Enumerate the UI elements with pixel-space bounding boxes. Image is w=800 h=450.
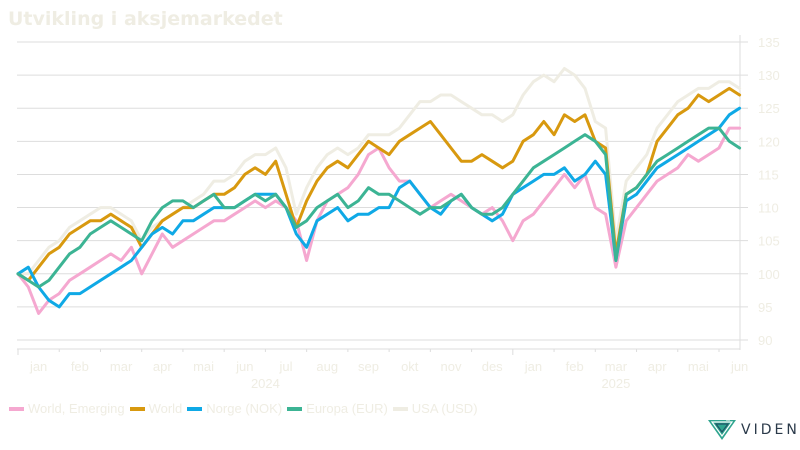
x-year-label-2025: 2025 [601, 376, 630, 391]
series-line-world-emerging [16, 126, 742, 315]
x-tick-label-mar: mar [605, 359, 628, 374]
legend-label: World [148, 401, 183, 416]
y-tick-label: 130 [758, 68, 780, 83]
legend-item: Norge (NOK) [187, 401, 282, 416]
legend-swatch [9, 406, 24, 411]
x-tick-label-apr: apr [153, 359, 172, 374]
x-tick-label-jan: jan [29, 359, 47, 374]
y-tick-label: 125 [758, 101, 780, 116]
legend-item: World [129, 401, 183, 416]
legend-label: Norge (NOK) [206, 401, 283, 416]
x-tick-label-jun: jun [730, 359, 748, 374]
y-tick-label: 115 [758, 167, 779, 182]
legend-swatch [287, 406, 303, 411]
y-tick-label: 110 [758, 201, 779, 216]
x-tick-label-jun: jun [235, 359, 253, 374]
legend-swatch [187, 406, 203, 411]
viden-logo-icon [708, 420, 736, 440]
x-tick-label-jan: jan [524, 359, 542, 374]
legend-swatch [392, 406, 408, 411]
x-tick-label-des: des [482, 359, 503, 374]
viden-logo: VIDEN [708, 420, 800, 440]
series-line-usa-usd [16, 67, 742, 276]
y-axis-tick-labels: 90 95 100 105 110 115 120 125 130 135 [758, 35, 780, 348]
x-tick-label-mai: mai [688, 359, 709, 374]
y-tick-label: 100 [758, 267, 780, 282]
legend: World, Emerging World Norge (NOK) Europa (E… [9, 401, 483, 416]
legend-swatch [129, 406, 145, 411]
legend-label: Europa (EUR) [306, 401, 388, 416]
legend-item: USA (USD) [392, 401, 478, 416]
x-tick-label-sep: sep [358, 359, 379, 374]
x-year-label-2024: 2024 [251, 376, 280, 391]
x-tick-label-feb: feb [71, 359, 89, 374]
x-tick-label-mar: mar [110, 359, 133, 374]
y-tick-label: 95 [758, 300, 772, 315]
y-tick-label: 105 [758, 234, 780, 249]
chart-title: Utvikling i aksjemarkedet [8, 8, 283, 30]
x-tick-label-feb: feb [566, 359, 584, 374]
x-tick-label-okt: okt [401, 359, 419, 374]
legend-item: World, Emerging [9, 401, 125, 416]
series-line-europa-eur [16, 126, 742, 289]
x-tick-label-jul: jul [279, 359, 293, 374]
y-tick-label: 120 [758, 134, 780, 149]
legend-label: World, Emerging [28, 401, 125, 416]
x-tick-label-aug: aug [316, 359, 338, 374]
legend-label: USA (USD) [411, 401, 478, 416]
series-lines [16, 67, 742, 315]
legend-item: Europa (EUR) [287, 401, 388, 416]
x-tick-label-nov: nov [440, 359, 461, 374]
y-tick-label: 135 [758, 35, 780, 50]
x-tick-label-apr: apr [648, 359, 667, 374]
y-tick-label: 90 [758, 333, 772, 348]
logo-text: VIDEN [741, 422, 800, 438]
x-axis-tick-labels: jan feb mar apr mai jun jul aug sep okt nov des jan f… [29, 359, 748, 391]
x-tick-label-mai: mai [193, 359, 214, 374]
